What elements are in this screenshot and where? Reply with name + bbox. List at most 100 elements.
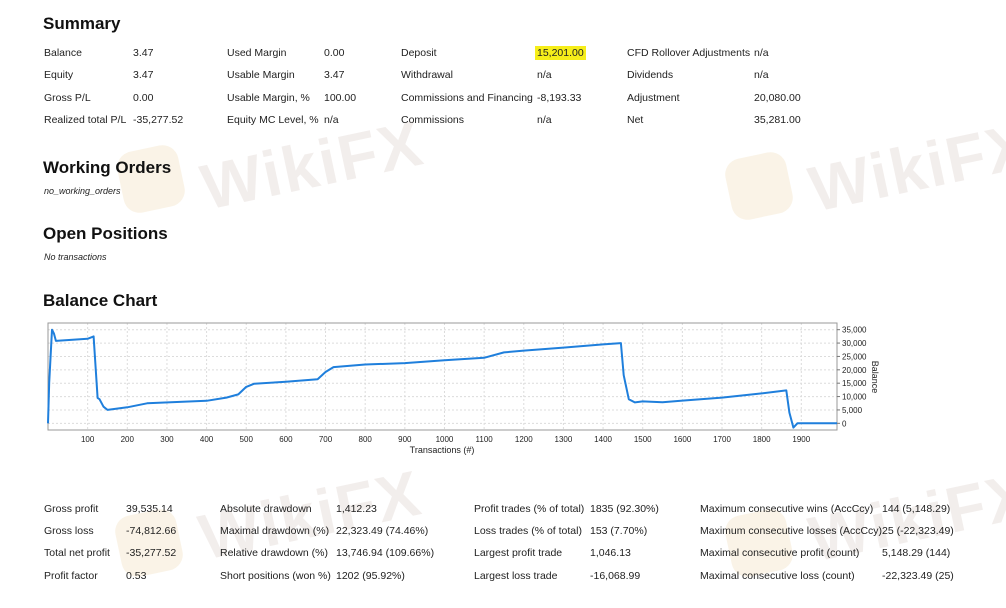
x-tick-label: 200 (121, 435, 135, 444)
summary-value: n/a (537, 69, 552, 81)
y-axis-label: Balance (870, 361, 880, 394)
working-orders-note: no_working_orders (44, 186, 121, 196)
stats-value: 144 (5,148.29) (882, 503, 951, 515)
stats-value: 0.53 (126, 570, 147, 582)
stats-value: 1202 (95.92%) (336, 570, 405, 582)
stats-label: Gross loss (44, 525, 94, 537)
stats-value: -35,277.52 (126, 547, 177, 559)
summary-value: n/a (324, 114, 339, 126)
stats-value: 25 (-22,323.49) (882, 525, 954, 537)
stats-label: Largest profit trade (474, 547, 563, 559)
x-tick-label: 700 (319, 435, 333, 444)
summary-label: Deposit (401, 47, 437, 59)
summary-value: 0.00 (133, 92, 154, 104)
x-tick-label: 1900 (792, 435, 810, 444)
stats-value: 5,148.29 (144) (882, 547, 951, 559)
stats-value: 39,535.14 (126, 503, 173, 515)
chart-ticks: 100 200 300 400 500 600 700 800 900 1000 1100 1200 1… (81, 326, 867, 444)
summary-value: -8,193.33 (537, 92, 582, 104)
balance-series-line (47, 328, 837, 429)
x-tick-label: 1300 (555, 435, 573, 444)
stats-value: 1835 (92.30%) (590, 503, 659, 515)
x-tick-label: 1200 (515, 435, 533, 444)
summary-value: 35,281.00 (754, 114, 801, 126)
summary-label: Used Margin (227, 47, 287, 59)
x-tick-label: 600 (279, 435, 293, 444)
stats-label: Maximal drawdown (%) (220, 525, 330, 537)
x-tick-label: 300 (160, 435, 174, 444)
summary-title: Summary (43, 14, 121, 33)
watermark-logo-icon (722, 149, 796, 223)
summary-label: Equity (44, 69, 74, 81)
summary-label: CFD Rollover Adjustments (627, 47, 751, 59)
watermark-logo-icon (112, 506, 186, 580)
watermark-logo-icon (114, 142, 188, 216)
summary-value: n/a (537, 114, 552, 126)
stats-label: Profit trades (% of total) (474, 503, 585, 515)
x-axis-label: Transactions (#) (410, 445, 475, 455)
y-tick-label: 10,000 (842, 393, 867, 402)
summary-label: Dividends (627, 69, 674, 81)
x-tick-label: 800 (359, 435, 373, 444)
stats-label: Largest loss trade (474, 570, 558, 582)
x-tick-label: 1100 (476, 435, 494, 444)
x-tick-label: 100 (81, 435, 95, 444)
x-tick-label: 1700 (713, 435, 731, 444)
y-tick-label: 35,000 (842, 326, 867, 335)
deposit-value-highlighted: 15,201.00 (535, 46, 586, 60)
stats-label: Absolute drawdown (220, 503, 312, 515)
summary-value: 20,080.00 (754, 92, 801, 104)
summary-value: 100.00 (324, 92, 357, 104)
x-tick-label: 1600 (673, 435, 691, 444)
summary-value: -35,277.52 (133, 114, 184, 126)
y-tick-label: 25,000 (842, 352, 867, 361)
stats-label: Maximum consecutive losses (AccCcy) (700, 525, 883, 537)
y-tick-label: 0 (842, 419, 847, 428)
stats-value: -22,323.49 (25) (882, 570, 954, 582)
summary-value: 3.47 (133, 47, 154, 59)
plot-area-frame (47, 322, 838, 431)
summary-label: Balance (44, 47, 82, 59)
summary-label: Gross P/L (44, 92, 91, 104)
stats-label: Profit factor (44, 570, 98, 582)
summary-label: Adjustment (627, 92, 680, 104)
summary-label: Commissions and Financing (401, 92, 533, 104)
summary-label: Commissions (401, 114, 465, 126)
stats-label: Relative drawdown (%) (220, 547, 328, 559)
y-tick-label: 20,000 (842, 366, 867, 375)
summary-value: 3.47 (133, 69, 154, 81)
chart-grid (48, 323, 837, 430)
stats-label: Maximal consecutive profit (count) (700, 547, 860, 559)
stats-label: Loss trades (% of total) (474, 525, 582, 537)
stats-value: 22,323.49 (74.46%) (336, 525, 429, 537)
x-tick-label: 900 (398, 435, 412, 444)
balance-chart-title: Balance Chart (43, 291, 158, 310)
summary-value: n/a (754, 69, 769, 81)
working-orders-title: Working Orders (43, 158, 172, 177)
summary-label: Withdrawal (401, 69, 453, 81)
summary-label: Net (627, 114, 644, 126)
stats-label: Maximum consecutive wins (AccCcy) (700, 503, 874, 515)
x-tick-label: 1800 (753, 435, 771, 444)
stats-value: 1,046.13 (590, 547, 631, 559)
stats-label: Short positions (won %) (220, 570, 331, 582)
summary-label: Equity MC Level, % (227, 114, 319, 126)
x-tick-label: 1500 (634, 435, 652, 444)
x-tick-label: 1000 (436, 435, 454, 444)
summary-label: Usable Margin (227, 69, 295, 81)
stats-label: Gross profit (44, 503, 99, 515)
y-tick-label: 5,000 (842, 406, 863, 415)
open-positions-title: Open Positions (43, 224, 168, 243)
x-tick-label: 500 (240, 435, 254, 444)
open-positions-note: No transactions (44, 252, 107, 262)
watermark-text: WikiFX (802, 108, 1006, 226)
stats-value: 13,746.94 (109.66%) (336, 547, 435, 559)
stats-label: Total net profit (44, 547, 110, 559)
x-tick-label: 1400 (594, 435, 612, 444)
summary-label: Realized total P/L (44, 114, 127, 126)
summary-value: 3.47 (324, 69, 345, 81)
balance-chart: 100 200 300 400 500 600 700 800 900 1000 1100 1200 1… (47, 322, 880, 455)
stats-value: 1,412.23 (336, 503, 377, 515)
summary-value: 0.00 (324, 47, 345, 59)
x-tick-label: 400 (200, 435, 214, 444)
